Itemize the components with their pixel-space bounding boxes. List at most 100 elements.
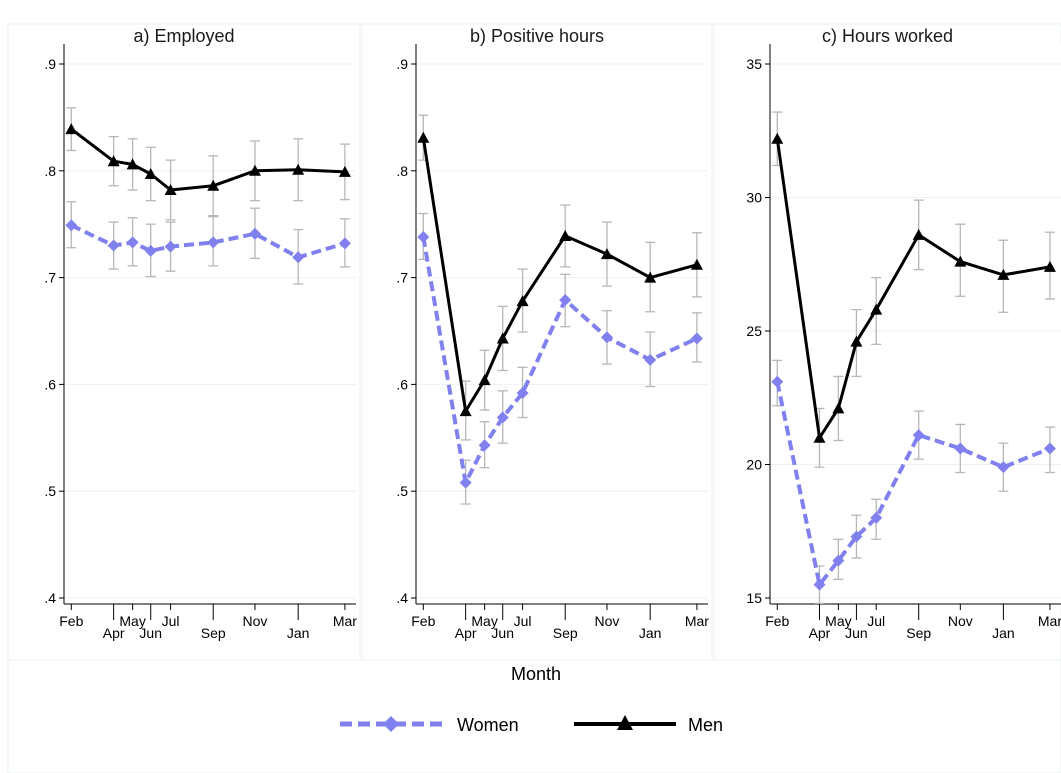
plot-area: [770, 44, 1061, 604]
data-point: [832, 554, 845, 567]
x-tick-label: Sep: [553, 625, 578, 641]
data-point: [338, 237, 351, 250]
y-tick-label: .7: [396, 270, 408, 286]
x-tick-label: Jan: [992, 625, 1015, 641]
data-point: [870, 511, 883, 524]
y-tick-label: 20: [746, 457, 762, 473]
y-tick-label: .6: [396, 376, 408, 392]
data-point: [1043, 260, 1056, 272]
x-tick-label: Jan: [287, 625, 310, 641]
legend-marker: [617, 715, 633, 730]
x-tick-label: Feb: [765, 613, 789, 629]
y-tick-label: .9: [44, 56, 56, 72]
data-point: [997, 461, 1010, 474]
series-women: [771, 359, 1056, 604]
data-point: [417, 231, 430, 244]
series-men: [771, 111, 1056, 468]
data-point: [690, 332, 703, 345]
data-point: [912, 228, 925, 240]
series-line: [421, 236, 698, 485]
data-point: [478, 439, 491, 452]
data-point: [954, 442, 967, 455]
data-point: [850, 530, 863, 543]
data-point: [690, 258, 703, 270]
y-tick-label: .5: [396, 483, 408, 499]
x-tick-label: May: [119, 613, 145, 629]
x-tick-label: Mar: [685, 613, 709, 629]
plot-area: [64, 44, 356, 604]
data-point: [850, 335, 863, 347]
x-tick-label: Nov: [595, 613, 620, 629]
data-point: [107, 155, 120, 167]
panels: a) Employed.4.5.6.7.8.9FebAprMayJunJulSe…: [7, 23, 1061, 661]
x-tick-label: Jul: [514, 613, 532, 629]
x-tick-label: Apr: [455, 625, 477, 641]
y-tick-label: .5: [44, 483, 56, 499]
x-tick-label: Sep: [906, 625, 931, 641]
series-men: [417, 114, 703, 441]
data-point: [417, 131, 430, 143]
x-tick-label: Jun: [491, 625, 514, 641]
data-point: [870, 303, 883, 315]
y-tick-label: .6: [44, 376, 56, 392]
x-tick-label: Jun: [139, 625, 162, 641]
x-tick-label: Jun: [845, 625, 868, 641]
data-point: [144, 244, 157, 257]
legend: Women Men: [340, 715, 723, 735]
plot-area: [416, 44, 708, 604]
x-tick-label: Nov: [243, 613, 268, 629]
legend-label: Women: [457, 715, 519, 735]
data-point: [459, 405, 472, 417]
y-tick-label: 35: [746, 56, 762, 72]
panel-title: a) Employed: [133, 26, 234, 46]
data-point: [496, 332, 509, 344]
data-point: [65, 219, 78, 232]
data-point: [248, 227, 261, 240]
data-point: [771, 132, 784, 144]
data-point: [292, 163, 305, 175]
x-tick-label: Jan: [639, 625, 662, 641]
x-axis-title: Month: [511, 664, 561, 684]
x-tick-label: Feb: [411, 613, 435, 629]
x-tick-label: Jul: [867, 613, 885, 629]
series-women: [65, 201, 351, 285]
legend-item-men: Men: [574, 715, 723, 735]
x-tick-label: Feb: [59, 613, 83, 629]
x-tick-label: Jul: [162, 613, 180, 629]
data-point: [65, 123, 78, 135]
x-tick-label: May: [825, 613, 851, 629]
data-point: [516, 295, 529, 307]
data-point: [559, 229, 572, 241]
data-point: [144, 168, 157, 180]
data-point: [496, 411, 509, 424]
series-women: [417, 212, 703, 505]
x-tick-label: Sep: [201, 625, 226, 641]
data-point: [126, 158, 139, 170]
series-men: [65, 107, 351, 221]
data-point: [126, 236, 139, 249]
y-tick-label: .4: [396, 590, 408, 606]
y-tick-label: 25: [746, 323, 762, 339]
y-tick-label: .7: [44, 270, 56, 286]
y-tick-label: .4: [44, 590, 56, 606]
data-point: [912, 429, 925, 442]
data-point: [207, 236, 220, 249]
data-point: [292, 251, 305, 264]
panel-3: c) Hours worked 15 20 25 30 35 Feb AprMayJunJul…: [713, 23, 1061, 661]
data-point: [771, 375, 784, 388]
data-point: [600, 331, 613, 344]
legend-item-women: Women: [340, 715, 519, 735]
x-tick-label: Mar: [1038, 613, 1061, 629]
data-point: [207, 179, 220, 191]
data-point: [107, 239, 120, 252]
data-point: [459, 476, 472, 489]
x-tick-label: May: [471, 613, 497, 629]
data-point: [954, 255, 967, 267]
data-point: [478, 374, 491, 386]
panel-2: b) Positive hours.4.5.6.7.8.9FebAprMayJu…: [361, 23, 713, 661]
panel-title: c) Hours worked: [822, 26, 953, 46]
data-point: [338, 165, 351, 177]
y-tick-label: .9: [396, 56, 408, 72]
